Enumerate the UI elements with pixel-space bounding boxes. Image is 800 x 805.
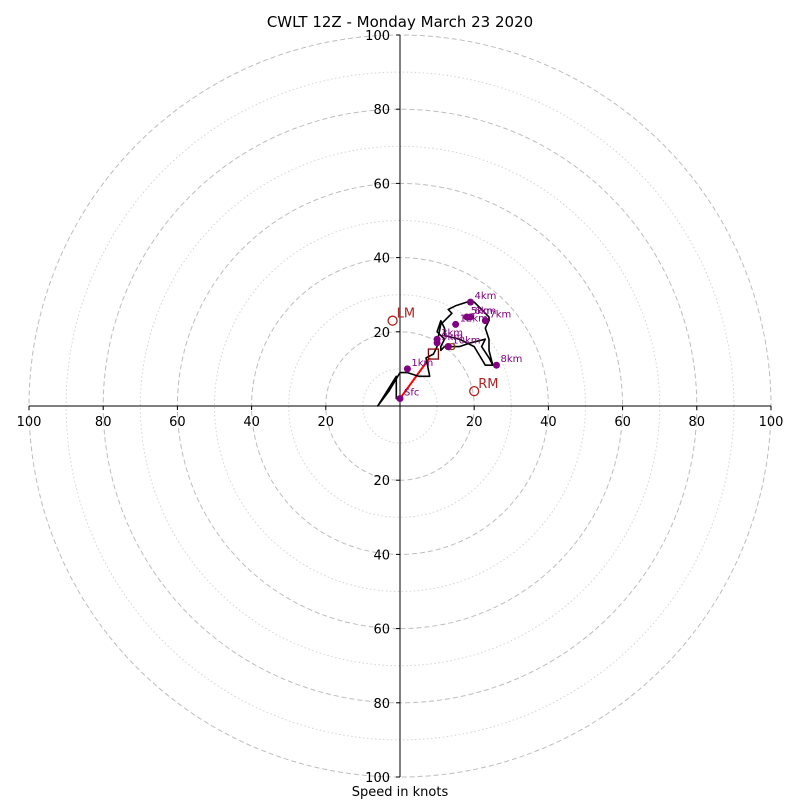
height-marker-point [481, 317, 489, 325]
storm-motion-marker [469, 386, 480, 397]
height-marker-point [396, 395, 404, 403]
y-tick-label: 100 [365, 771, 390, 786]
storm-motion-label: LM [397, 307, 415, 322]
x-tick-label: 100 [759, 415, 784, 430]
storm-motion-label: RM [478, 377, 498, 392]
height-marker-label: 12km [460, 313, 488, 324]
shear-vector-line [399, 357, 431, 400]
y-tick-label: 40 [373, 252, 390, 267]
x-tick-label: 40 [243, 415, 260, 430]
height-marker-point [466, 298, 474, 306]
height-marker-label: 1km [411, 358, 433, 369]
axes [29, 35, 771, 777]
x-tick-label: 100 [17, 415, 42, 430]
x-tick-label: 20 [466, 415, 483, 430]
x-tick-label: 80 [689, 415, 706, 430]
y-tick-label: 20 [373, 474, 390, 489]
y-tick-label: 80 [373, 103, 390, 118]
height-marker-label: 3km [441, 328, 463, 339]
height-marker-label: 8km [500, 354, 522, 365]
x-tick-label: 60 [614, 415, 631, 430]
y-tick-label: 60 [373, 623, 390, 638]
height-marker-point [452, 320, 460, 328]
x-tick-label: 80 [95, 415, 112, 430]
height-marker-point [492, 361, 500, 369]
height-marker-label: 6km [474, 306, 496, 317]
height-marker-point [403, 365, 411, 373]
mean-wind-marker [427, 348, 440, 360]
x-tick-label: 20 [318, 415, 335, 430]
y-tick-label: 60 [373, 177, 390, 192]
x-tick-label: 40 [540, 415, 557, 430]
height-marker-label: 9km [441, 332, 463, 343]
y-tick-label: 100 [365, 29, 390, 44]
height-marker-point [444, 343, 452, 351]
tick-labels: 100 80 60 40 20 20 40 60 80 100 100 80 60 40 20 20 40 60 8… [17, 29, 784, 786]
y-tick-label: 40 [373, 548, 390, 563]
height-marker-label: 7km [489, 310, 511, 321]
x-tick-label: 60 [169, 415, 186, 430]
chart-title: CWLT 12Z - Monday March 23 2020 [267, 13, 533, 31]
height-marker-point [466, 313, 474, 321]
x-axis-title: Speed in knots [352, 785, 449, 800]
height-marker-label: 4km [474, 291, 496, 302]
height-marker-label: 10km [452, 336, 480, 347]
y-tick-label: 20 [373, 326, 390, 341]
height-marker-label: 5km [471, 306, 493, 317]
y-tick-label: 80 [373, 697, 390, 712]
height-marker-point [433, 339, 441, 347]
storm-motion-marker [387, 315, 398, 326]
height-marker-label: Sfc [404, 388, 419, 399]
